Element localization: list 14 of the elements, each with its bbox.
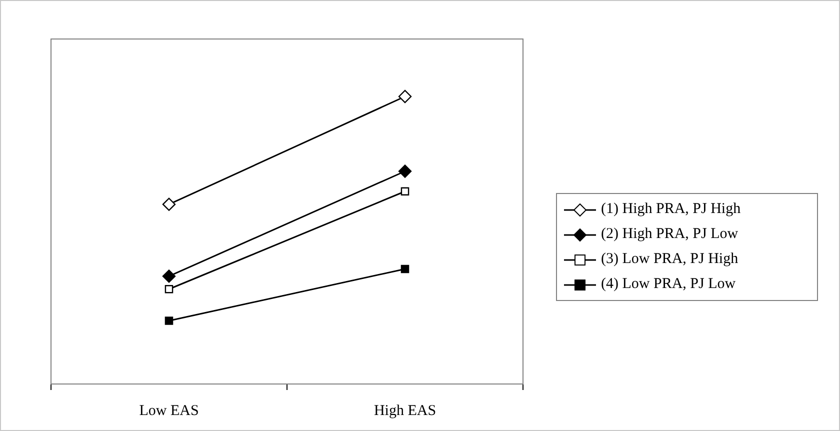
x-tick-label: Low EAS (139, 402, 199, 419)
point (398, 164, 412, 178)
point (162, 198, 176, 211)
legend-label: (3) Low PRA, PJ High (601, 251, 738, 268)
point (164, 316, 174, 325)
point (398, 90, 412, 104)
legend-label: (2) High PRA, PJ Low (601, 226, 738, 243)
legend-label: (4) Low PRA, PJ Low (601, 276, 736, 293)
point (164, 284, 174, 294)
x-tick-label: High EAS (374, 402, 436, 419)
point (162, 270, 176, 283)
point (400, 264, 410, 274)
point (400, 187, 410, 196)
legend-label: (1) High PRA, PJ High (601, 201, 741, 218)
